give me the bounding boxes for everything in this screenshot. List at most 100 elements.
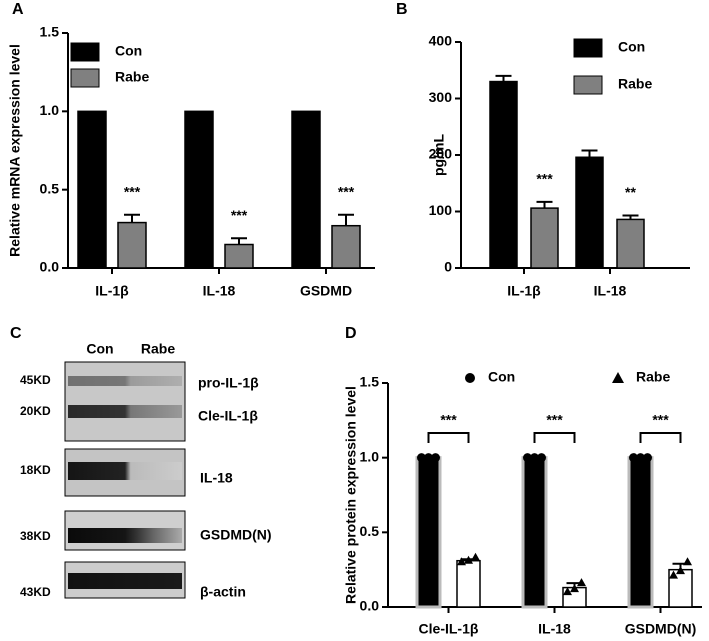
legend-swatch (70, 42, 100, 62)
western-blot: C Con Rabe 45KD 20KD 18KD 38KD 43KD pro-… (10, 325, 272, 599)
band-label: Cle-IL-1β (198, 408, 258, 424)
y-axis-label: Relative protein expression level (343, 386, 359, 604)
bar (627, 456, 654, 609)
error-bar (124, 213, 140, 223)
panel-label: B (396, 1, 408, 18)
bar (456, 559, 481, 608)
size-label: 43KD (20, 585, 51, 599)
legend-label: Rabe (618, 76, 652, 92)
y-tick-label: 0.5 (360, 523, 380, 539)
data-point (636, 453, 645, 463)
significance-bracket (639, 432, 682, 443)
error-bar (536, 200, 553, 209)
data-point (577, 578, 586, 587)
legend-label: Con (115, 43, 142, 59)
legend-swatch (573, 38, 603, 58)
y-tick-label: 1.0 (360, 448, 380, 464)
data-point (570, 584, 579, 593)
data-point (471, 552, 480, 561)
data-point (523, 453, 532, 463)
significance-label: *** (440, 412, 457, 428)
size-label: 38KD (20, 529, 51, 543)
band (68, 573, 182, 589)
y-tick-label: 300 (429, 89, 453, 105)
data-point (424, 453, 433, 463)
data-point (457, 557, 466, 566)
x-tick-label: IL-18 (538, 621, 571, 637)
y-tick-label: 100 (429, 202, 453, 218)
y-tick-label: 1.0 (40, 102, 60, 118)
y-tick-label: 200 (429, 146, 453, 162)
bar (77, 110, 107, 269)
y-tick-label: 400 (429, 33, 453, 49)
bar (331, 224, 361, 269)
bar (530, 207, 559, 269)
significance-label: ** (625, 184, 636, 200)
bar (415, 456, 442, 609)
data-point (530, 453, 539, 463)
column-label: Con (86, 341, 113, 357)
data-point (537, 453, 546, 463)
legend-swatch (70, 68, 100, 88)
significance-label: *** (338, 183, 355, 199)
data-point (563, 587, 572, 596)
data-point (683, 557, 692, 566)
significance-label: *** (546, 412, 563, 428)
bar (117, 221, 147, 269)
x-tick-label: GSDMD(N) (625, 621, 697, 637)
blot-box (64, 361, 186, 442)
band-label: β-actin (200, 584, 246, 600)
x-tick-label: IL-18 (203, 283, 236, 299)
column-label: Rabe (141, 341, 175, 357)
panel-label: A (12, 1, 24, 18)
legend-label: Con (488, 369, 515, 385)
significance-label: *** (536, 171, 553, 187)
significance-label: *** (652, 412, 669, 428)
bar (184, 110, 214, 269)
band (68, 528, 182, 543)
panel-label: C (10, 325, 22, 342)
bar (575, 156, 604, 269)
error-bar (495, 74, 512, 82)
significance-label: *** (124, 183, 141, 199)
significance-bracket (533, 432, 576, 443)
y-tick-label: 1.5 (40, 24, 60, 40)
x-tick-label: IL-1β (507, 283, 541, 299)
legend-label: Rabe (636, 369, 670, 385)
y-tick-label: 0.0 (360, 598, 380, 614)
y-tick-label: 0.0 (40, 259, 60, 275)
error-bar (231, 237, 247, 245)
x-tick-label: GSDMD (300, 283, 352, 299)
bar (616, 218, 645, 269)
panel-label: D (345, 325, 357, 342)
bar (224, 243, 254, 269)
legend-label: Con (618, 39, 645, 55)
data-point (629, 453, 638, 463)
data-point (676, 566, 685, 575)
data-point (417, 453, 426, 463)
legend-marker (465, 373, 475, 383)
y-tick-label: 1.5 (360, 374, 380, 390)
data-point (464, 555, 473, 564)
y-tick-label: 0 (444, 259, 452, 275)
legend-swatch (573, 75, 603, 95)
y-tick-label: 0.5 (40, 180, 60, 196)
data-point (431, 453, 440, 463)
size-label: 20KD (20, 404, 51, 418)
band (68, 462, 182, 480)
significance-label: *** (231, 207, 248, 223)
x-tick-label: Cle-IL-1β (419, 621, 479, 637)
error-bar (338, 213, 354, 226)
bar (521, 456, 548, 609)
band (68, 376, 182, 386)
band-label: IL-18 (200, 470, 233, 486)
legend-label: Rabe (115, 69, 149, 85)
x-tick-label: IL-1β (95, 283, 129, 299)
legend-marker (612, 372, 624, 383)
size-label: 18KD (20, 463, 51, 477)
significance-bracket (427, 432, 470, 443)
x-tick-label: IL-18 (594, 283, 627, 299)
y-axis-label: Relative mRNA expression level (7, 44, 23, 257)
band (68, 405, 182, 418)
